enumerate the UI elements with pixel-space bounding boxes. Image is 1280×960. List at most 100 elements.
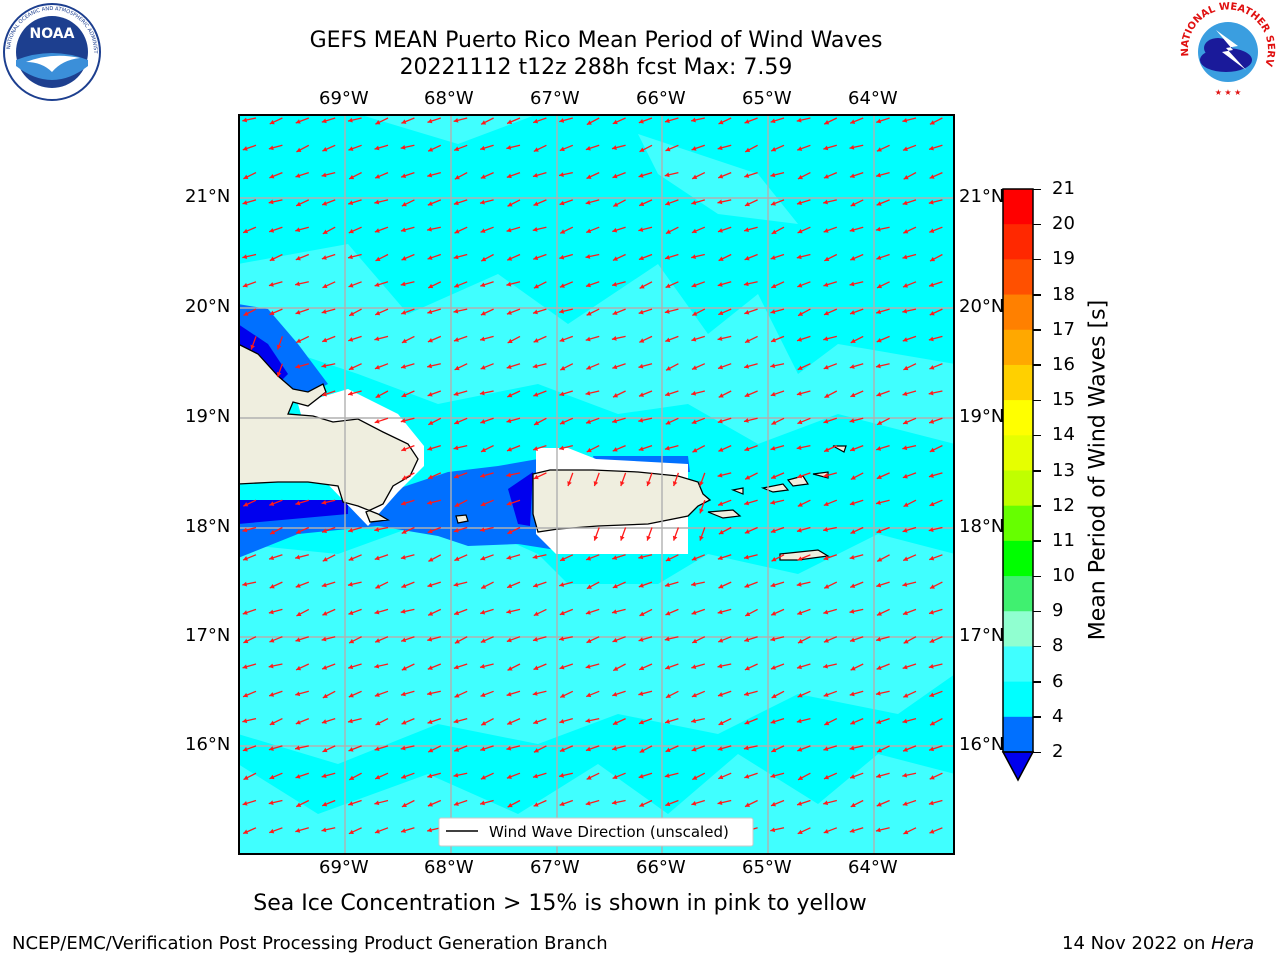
wind-wave-arrowhead xyxy=(902,391,908,396)
wind-wave-arrowhead xyxy=(929,120,935,125)
wind-wave-arrowhead xyxy=(928,473,934,478)
colorbar-tick-mark xyxy=(1033,399,1041,402)
wind-wave-arrowhead xyxy=(638,309,644,315)
wind-wave-arrowhead xyxy=(717,663,723,669)
wind-wave-arrowhead xyxy=(454,473,459,479)
wind-wave-arrowhead xyxy=(375,584,381,589)
lat-label-right: 21°N xyxy=(959,186,1005,207)
wind-wave-arrowhead xyxy=(876,337,882,343)
wind-wave-arrowhead xyxy=(744,255,750,261)
wind-wave-arrowhead xyxy=(322,147,328,152)
wind-wave-arrowhead xyxy=(717,336,723,341)
wind-wave-arrowhead xyxy=(321,500,327,505)
wind-wave-arrowhead xyxy=(612,145,617,150)
wind-wave-arrowhead xyxy=(929,365,935,370)
wind-wave-arrowhead xyxy=(823,145,829,151)
wind-wave-arrowhead xyxy=(242,527,248,533)
wind-wave-arrowhead xyxy=(717,555,723,561)
wind-wave-arrowhead xyxy=(849,173,855,178)
wind-wave-arrowhead xyxy=(770,309,776,314)
wind-wave-arrowhead xyxy=(585,282,591,288)
colorbar-segment xyxy=(1003,470,1033,507)
wind-wave-arrowhead xyxy=(718,529,724,535)
wind-wave-arrowhead xyxy=(242,801,248,806)
wind-wave-arrowhead xyxy=(638,637,644,642)
wind-wave-arrowhead xyxy=(480,282,486,288)
wind-wave-arrowhead xyxy=(428,147,434,152)
wind-wave-arrowhead xyxy=(717,228,723,233)
lat-label-right: 18°N xyxy=(959,516,1005,537)
wind-wave-arrowhead xyxy=(348,228,354,234)
wind-wave-arrowhead xyxy=(929,584,935,589)
wind-wave-arrowhead xyxy=(400,554,406,560)
wind-wave-arrowhead xyxy=(428,557,434,562)
wind-wave-arrowhead xyxy=(480,775,486,780)
wind-wave-arrowhead xyxy=(717,609,723,615)
wind-wave-arrowhead xyxy=(480,555,486,561)
wind-wave-arrowhead xyxy=(560,365,566,371)
wind-wave-arrowhead xyxy=(744,173,750,178)
wind-wave-arrowhead xyxy=(533,338,539,343)
wind-wave-arrowhead xyxy=(771,147,777,152)
wind-wave-arrowhead xyxy=(903,365,909,371)
wind-wave-arrowhead xyxy=(533,719,539,725)
wind-wave-arrowhead xyxy=(877,557,883,562)
wind-wave-arrowhead xyxy=(593,535,599,541)
wind-wave-arrowhead xyxy=(401,802,407,807)
wind-wave-arrowhead xyxy=(321,773,327,779)
wind-wave-arrowhead xyxy=(798,311,804,316)
wind-wave-arrowhead xyxy=(506,501,512,506)
wind-wave-arrowhead xyxy=(823,174,829,179)
wind-wave-arrowhead xyxy=(876,172,881,178)
sea-ice-note: Sea Ice Concentration > 15% is shown in … xyxy=(253,891,867,916)
wind-wave-arrowhead xyxy=(506,555,512,560)
wind-wave-arrowhead xyxy=(824,720,830,726)
wind-wave-arrowhead xyxy=(374,145,380,151)
wind-wave-arrowhead xyxy=(823,473,829,478)
wind-wave-arrowhead xyxy=(849,637,855,643)
colorbar-segment xyxy=(1003,259,1033,296)
wind-wave-arrowhead xyxy=(823,501,829,507)
wind-wave-arrowhead xyxy=(612,310,618,315)
wind-wave-arrowhead xyxy=(902,146,908,151)
noaa-logo-text: NOAA xyxy=(30,26,75,42)
wind-wave-arrowhead xyxy=(481,256,487,262)
wind-wave-arrowhead xyxy=(797,174,803,180)
wind-wave-arrowhead xyxy=(295,554,301,560)
wind-wave-arrowhead xyxy=(875,363,881,369)
wind-wave-arrowhead xyxy=(797,365,803,370)
colorbar-segment xyxy=(1003,505,1033,542)
colorbar-segment xyxy=(1003,364,1033,401)
wind-wave-arrowhead xyxy=(276,371,282,377)
wind-wave-arrowhead xyxy=(374,692,380,697)
wind-wave-arrowhead xyxy=(269,119,275,125)
wind-wave-arrowhead xyxy=(665,283,671,288)
wind-wave-arrowhead xyxy=(639,392,644,397)
wind-wave-arrowhead xyxy=(295,119,301,124)
wind-wave-arrowhead xyxy=(586,311,592,316)
wind-wave-arrowhead xyxy=(692,365,697,370)
wind-wave-arrowhead xyxy=(480,800,485,806)
wind-wave-arrowhead xyxy=(691,146,697,151)
wind-wave-arrowhead xyxy=(533,474,539,480)
wind-wave-arrowhead xyxy=(691,692,697,698)
lon-label-top: 65°W xyxy=(742,88,792,109)
wind-wave-arrowhead xyxy=(243,556,248,561)
wind-wave-arrowhead xyxy=(665,693,671,698)
wind-wave-arrowhead xyxy=(664,773,670,778)
wind-wave-arrowhead xyxy=(850,310,855,315)
colorbar-tick-label: 13 xyxy=(1052,459,1075,481)
wind-wave-arrowhead xyxy=(242,718,248,724)
wind-wave-arrowhead xyxy=(269,828,275,834)
wind-wave-arrowhead xyxy=(876,528,882,534)
wind-wave-arrowhead xyxy=(349,311,355,316)
colorbar-tick-mark xyxy=(1033,364,1041,366)
wind-wave-arrowhead xyxy=(559,118,565,123)
wind-wave-arrowhead xyxy=(374,609,380,615)
wind-wave-arrowhead xyxy=(268,800,274,805)
wind-wave-arrowhead xyxy=(559,254,565,260)
wind-wave-arrowhead xyxy=(850,720,856,725)
wind-wave-arrowhead xyxy=(877,747,883,753)
colorbar-tick-label: 4 xyxy=(1052,705,1064,727)
wind-wave-arrowhead xyxy=(480,746,486,752)
